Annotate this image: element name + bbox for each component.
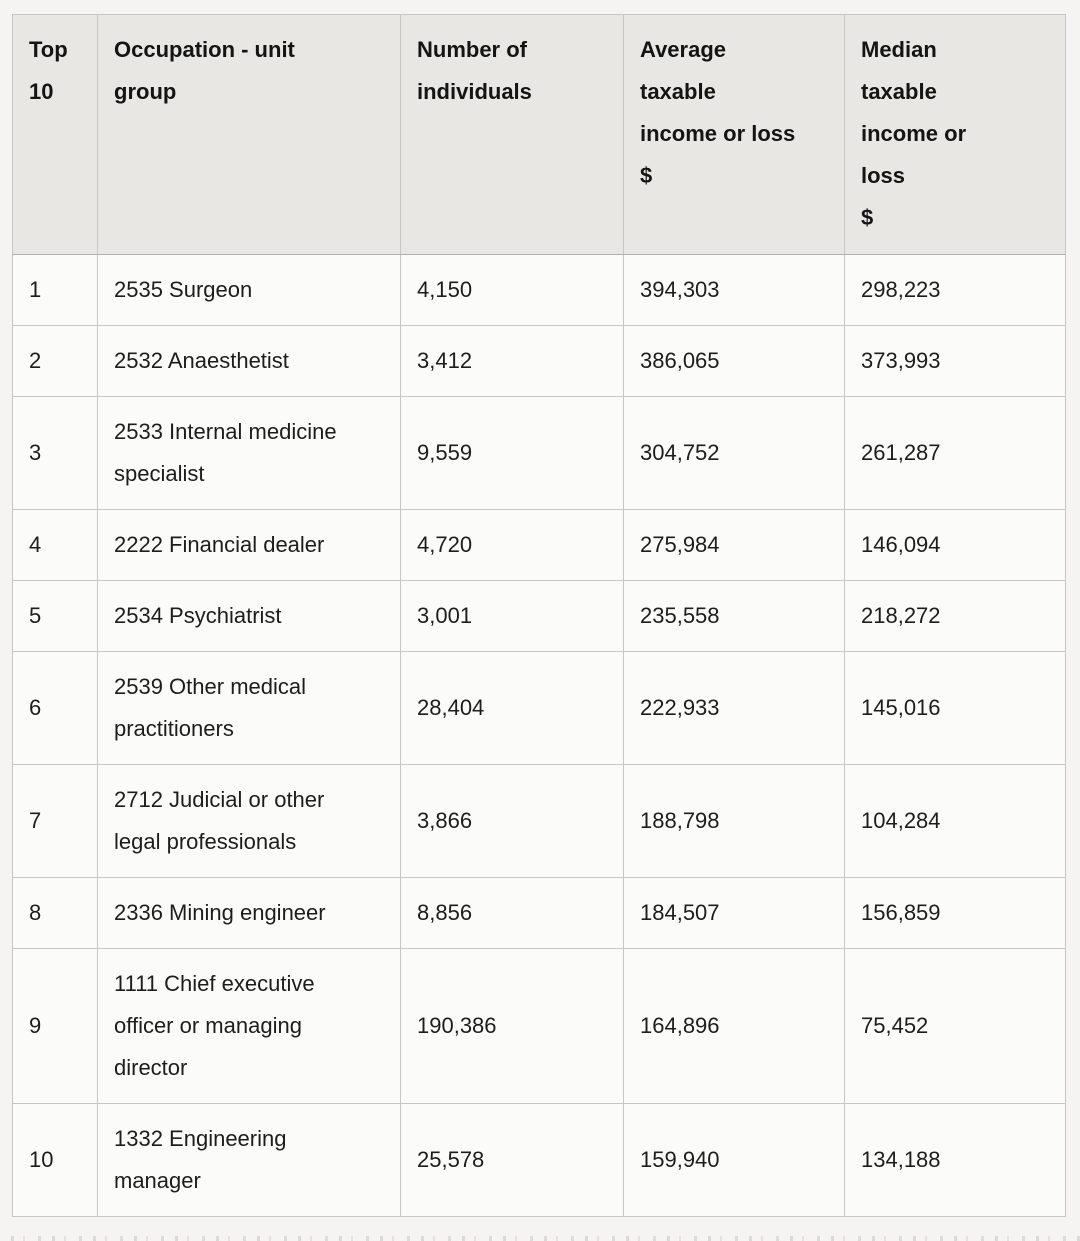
rank-cell: 3 (12, 396, 98, 510)
table-row: 4 2222 Financial dealer 4,720 275,984 14… (12, 509, 1066, 581)
median-income-cell: 134,188 (844, 1103, 1066, 1217)
occupation-cell: 2532 Anaesthetist (97, 325, 401, 397)
table-row: 7 2712 Judicial or other legal professio… (12, 764, 1066, 878)
column-header-individuals: Number of individuals (400, 14, 624, 255)
median-income-cell: 218,272 (844, 580, 1066, 652)
individuals-cell: 190,386 (400, 948, 624, 1104)
average-income-cell: 275,984 (623, 509, 845, 581)
table-row: 1 2535 Surgeon 4,150 394,303 298,223 (12, 254, 1066, 326)
table-row: 2 2532 Anaesthetist 3,412 386,065 373,99… (12, 325, 1066, 397)
median-income-cell: 298,223 (844, 254, 1066, 326)
rank-cell: 7 (12, 764, 98, 878)
average-income-cell: 184,507 (623, 877, 845, 949)
table-row: 3 2533 Internal medicine specialist 9,55… (12, 396, 1066, 510)
median-income-cell: 104,284 (844, 764, 1066, 878)
average-income-cell: 394,303 (623, 254, 845, 326)
median-income-cell: 156,859 (844, 877, 1066, 949)
column-header-occupation: Occupation - unit group (97, 14, 401, 255)
individuals-cell: 25,578 (400, 1103, 624, 1217)
individuals-cell: 8,856 (400, 877, 624, 949)
occupation-cell: 2535 Surgeon (97, 254, 401, 326)
average-income-cell: 188,798 (623, 764, 845, 878)
individuals-cell: 3,866 (400, 764, 624, 878)
occupation-cell: 2539 Other medical practitioners (97, 651, 401, 765)
rank-cell: 1 (12, 254, 98, 326)
occupation-cell: 2533 Internal medicine specialist (97, 396, 401, 510)
average-income-cell: 235,558 (623, 580, 845, 652)
rank-cell: 6 (12, 651, 98, 765)
cropped-content-edge (0, 1236, 1080, 1241)
column-header-median-income: Median taxable income or loss $ (844, 14, 1066, 255)
header-row: Top 10 Occupation - unit group Number of… (12, 14, 1066, 255)
table-row: 9 1111 Chief executive officer or managi… (12, 948, 1066, 1104)
table-row: 8 2336 Mining engineer 8,856 184,507 156… (12, 877, 1066, 949)
occupation-cell: 2712 Judicial or other legal professiona… (97, 764, 401, 878)
column-header-rank: Top 10 (12, 14, 98, 255)
rank-cell: 5 (12, 580, 98, 652)
rank-cell: 4 (12, 509, 98, 581)
median-income-cell: 373,993 (844, 325, 1066, 397)
rank-cell: 10 (12, 1103, 98, 1217)
occupation-cell: 1111 Chief executive officer or managing… (97, 948, 401, 1104)
table-row: 5 2534 Psychiatrist 3,001 235,558 218,27… (12, 580, 1066, 652)
rank-cell: 9 (12, 948, 98, 1104)
rank-cell: 8 (12, 877, 98, 949)
average-income-cell: 222,933 (623, 651, 845, 765)
individuals-cell: 9,559 (400, 396, 624, 510)
rank-cell: 2 (12, 325, 98, 397)
table-header: Top 10 Occupation - unit group Number of… (12, 14, 1066, 255)
individuals-cell: 3,001 (400, 580, 624, 652)
individuals-cell: 4,720 (400, 509, 624, 581)
table-row: 6 2539 Other medical practitioners 28,40… (12, 651, 1066, 765)
occupation-cell: 2222 Financial dealer (97, 509, 401, 581)
average-income-cell: 164,896 (623, 948, 845, 1104)
table-row: 10 1332 Engineering manager 25,578 159,9… (12, 1103, 1066, 1217)
median-income-cell: 261,287 (844, 396, 1066, 510)
occupation-cell: 1332 Engineering manager (97, 1103, 401, 1217)
occupation-cell: 2336 Mining engineer (97, 877, 401, 949)
occupation-cell: 2534 Psychiatrist (97, 580, 401, 652)
top10-occupations-table: Top 10 Occupation - unit group Number of… (12, 14, 1066, 1217)
individuals-cell: 28,404 (400, 651, 624, 765)
average-income-cell: 304,752 (623, 396, 845, 510)
table-body: 1 2535 Surgeon 4,150 394,303 298,223 2 2… (12, 254, 1066, 1217)
average-income-cell: 159,940 (623, 1103, 845, 1217)
top10-occupations-table-container: Top 10 Occupation - unit group Number of… (12, 14, 1067, 1217)
median-income-cell: 75,452 (844, 948, 1066, 1104)
individuals-cell: 3,412 (400, 325, 624, 397)
median-income-cell: 146,094 (844, 509, 1066, 581)
median-income-cell: 145,016 (844, 651, 1066, 765)
average-income-cell: 386,065 (623, 325, 845, 397)
individuals-cell: 4,150 (400, 254, 624, 326)
column-header-average-income: Average taxable income or loss $ (623, 14, 845, 255)
